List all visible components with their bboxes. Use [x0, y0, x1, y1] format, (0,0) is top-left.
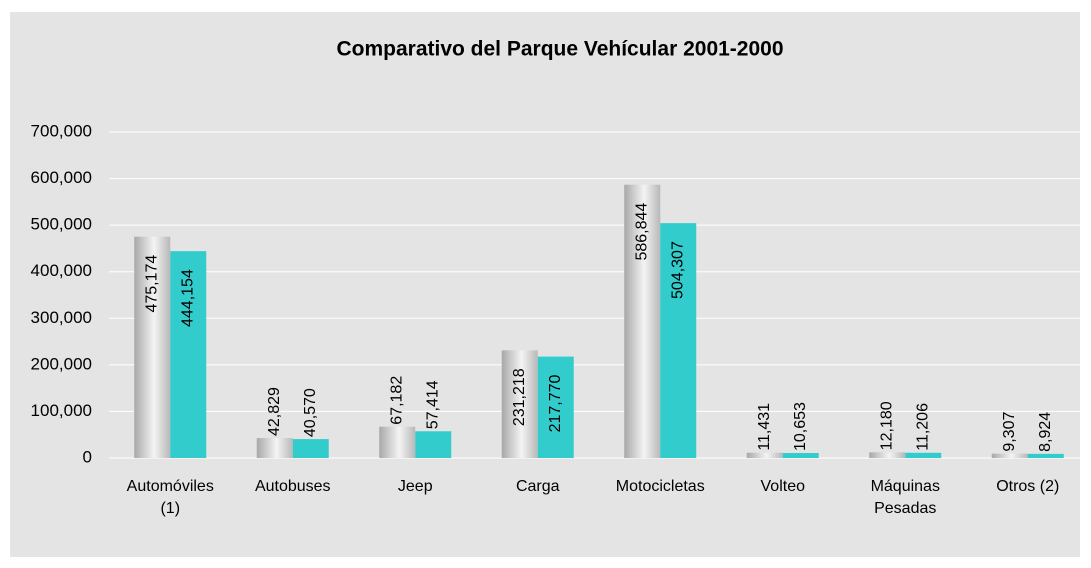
bar: [537, 356, 574, 458]
bar: [660, 223, 697, 458]
bar: [134, 236, 171, 458]
bar: [292, 439, 329, 458]
y-tick-label: 700,000: [31, 121, 92, 140]
chart-title: Comparativo del Parque Vehícular 2001-20…: [336, 38, 783, 61]
data-label: 586,844: [633, 203, 650, 261]
x-tick-label: Motocicletas: [616, 478, 705, 495]
bar: [501, 350, 538, 458]
y-tick-label: 0: [83, 447, 92, 466]
bar: [256, 438, 293, 458]
y-tick-label: 500,000: [31, 215, 92, 234]
data-label: 475,174: [143, 255, 160, 313]
y-tick-label: 200,000: [31, 354, 92, 373]
data-label: 10,653: [792, 402, 809, 451]
x-tick-label: Volteo: [761, 478, 806, 495]
data-label: 12,180: [878, 401, 895, 450]
data-label: 9,307: [1001, 412, 1018, 452]
y-tick-label: 300,000: [31, 308, 92, 327]
bar: [991, 453, 1028, 458]
y-tick-label: 400,000: [31, 261, 92, 280]
y-tick-label: 100,000: [31, 401, 92, 420]
data-label: 57,414: [424, 380, 441, 429]
data-label: 11,431: [756, 403, 773, 451]
data-label: 42,829: [266, 387, 283, 436]
x-tick-label: Automóviles (1): [127, 478, 214, 517]
data-label: 217,770: [547, 374, 564, 432]
data-label: 504,307: [669, 241, 686, 299]
data-label: 8,924: [1037, 412, 1054, 452]
bar: [170, 251, 207, 458]
bar: [379, 426, 416, 458]
y-tick-label: 600,000: [31, 168, 92, 187]
data-label: 444,154: [179, 269, 196, 327]
bar: [782, 453, 819, 458]
bar: [1027, 453, 1064, 458]
data-label: 40,570: [302, 388, 319, 437]
data-label: 231,218: [511, 368, 528, 426]
x-tick-label: Jeep: [398, 478, 433, 495]
data-label: 67,182: [388, 376, 405, 425]
bar: [624, 184, 661, 458]
bar: [415, 431, 452, 458]
bar: [905, 452, 942, 458]
data-label: 11,206: [914, 403, 931, 451]
x-tick-label: Máquinas Pesadas: [871, 478, 940, 517]
bar: [746, 452, 783, 458]
x-tick-label: Autobuses: [255, 478, 331, 495]
x-tick-label: Carga: [516, 478, 560, 495]
x-tick-label: Otros (2): [996, 478, 1059, 495]
bar: [869, 452, 906, 458]
